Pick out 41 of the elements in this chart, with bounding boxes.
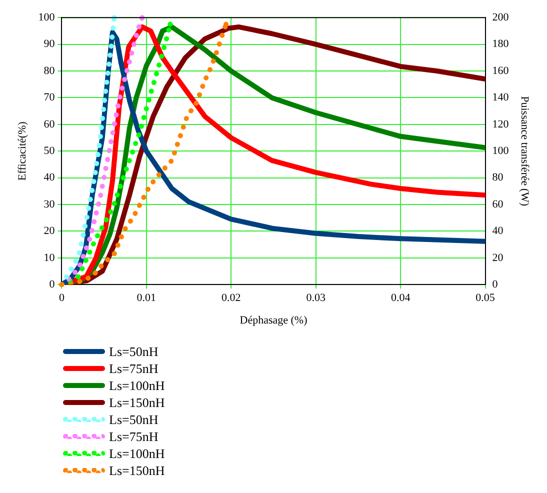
y-tick-label: 10 xyxy=(44,252,56,264)
y-tick-label: 40 xyxy=(44,172,56,184)
x-tick-label: 0.04 xyxy=(390,292,411,304)
x-axis-title: Déphasage (%) xyxy=(240,314,308,326)
y2-axis-title: Puissance transférée (W) xyxy=(518,96,531,206)
y2-tick-label: 80 xyxy=(492,172,504,184)
y2-tick-label: 20 xyxy=(492,252,504,264)
y2-tick-label: 160 xyxy=(492,64,510,77)
y-tick-label: 0 xyxy=(49,278,56,290)
legend-label: Ls=75nH xyxy=(109,428,158,444)
legend-label: Ls=75nH xyxy=(109,360,158,376)
legend-label: Ls=100nH xyxy=(109,446,165,462)
legend-label: Ls=150nH xyxy=(109,462,165,478)
y-axis-title: Efficacité(%) xyxy=(16,121,28,181)
y-tick-label: 50 xyxy=(44,144,56,157)
legend-label: Ls=150nH xyxy=(109,394,165,410)
x-tick-label: 0.03 xyxy=(306,292,326,304)
x-tick-label: 0.05 xyxy=(476,292,496,304)
y2-tick-label: 100 xyxy=(492,144,510,157)
y2-tick-label: 200 xyxy=(492,11,510,24)
x-tick-label: 0.02 xyxy=(222,292,241,304)
y-tick-label: 70 xyxy=(44,92,56,104)
y-tick-label: 30 xyxy=(44,198,56,210)
y2-tick-label: 140 xyxy=(492,92,510,104)
x-tick-label: 0 xyxy=(58,292,65,304)
y-tick-label: 80 xyxy=(44,64,56,77)
y-tick-label: 100 xyxy=(38,11,56,24)
legend-label: Ls=100nH xyxy=(109,378,165,394)
legend-label: Ls=50nH xyxy=(109,412,158,428)
y2-tick-label: 180 xyxy=(492,38,510,50)
point xyxy=(224,22,229,27)
y-tick-label: 20 xyxy=(44,225,56,238)
legend-label: Ls=50nH xyxy=(109,344,158,360)
y-tick-label: 90 xyxy=(44,38,56,50)
y2-tick-label: 120 xyxy=(492,118,510,130)
x-tick-label: 0.01 xyxy=(136,292,156,304)
point xyxy=(168,22,173,27)
y-tick-label: 60 xyxy=(44,118,56,130)
y2-tick-label: 60 xyxy=(492,198,504,210)
y2-tick-label: 0 xyxy=(492,278,498,290)
y2-tick-label: 40 xyxy=(492,225,504,238)
